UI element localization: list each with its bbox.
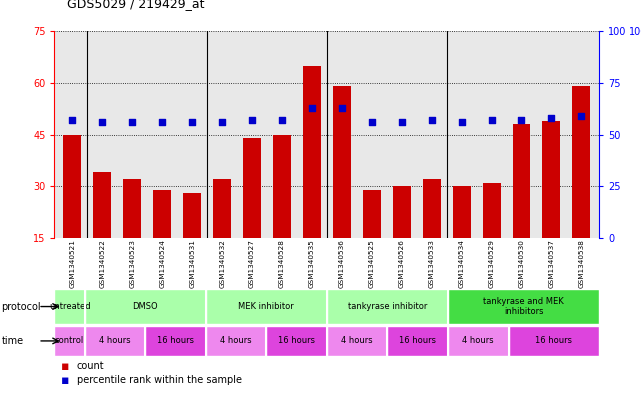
- Point: [157, 119, 167, 125]
- Bar: [572, 86, 590, 238]
- Point: [187, 119, 197, 125]
- Bar: [508, 326, 599, 356]
- Point: [367, 119, 377, 125]
- Text: count: count: [77, 362, 104, 371]
- Text: 16 hours: 16 hours: [399, 336, 437, 345]
- Y-axis label: 100%: 100%: [629, 27, 641, 37]
- Bar: [206, 289, 327, 324]
- Bar: [303, 66, 321, 238]
- Bar: [63, 134, 81, 238]
- Bar: [363, 189, 381, 238]
- Bar: [153, 189, 171, 238]
- Bar: [513, 124, 531, 238]
- Bar: [422, 179, 440, 238]
- Bar: [183, 193, 201, 238]
- Bar: [243, 138, 261, 238]
- Text: MEK inhibitor: MEK inhibitor: [238, 302, 294, 311]
- Bar: [54, 289, 85, 324]
- Bar: [333, 86, 351, 238]
- Point: [397, 119, 407, 125]
- Text: 4 hours: 4 hours: [221, 336, 252, 345]
- Point: [97, 119, 108, 125]
- Point: [517, 117, 527, 123]
- Bar: [273, 134, 291, 238]
- Bar: [448, 289, 599, 324]
- Point: [456, 119, 467, 125]
- Bar: [327, 326, 387, 356]
- Bar: [94, 173, 112, 238]
- Bar: [123, 179, 141, 238]
- Text: ▪: ▪: [61, 374, 69, 387]
- Point: [546, 115, 556, 121]
- Bar: [483, 183, 501, 238]
- Text: ▪: ▪: [61, 360, 69, 373]
- Text: tankyrase inhibitor: tankyrase inhibitor: [348, 302, 427, 311]
- Bar: [393, 186, 411, 238]
- Bar: [206, 326, 267, 356]
- Point: [247, 117, 257, 123]
- Text: GDS5029 / 219429_at: GDS5029 / 219429_at: [67, 0, 205, 10]
- Bar: [146, 326, 206, 356]
- Bar: [85, 289, 206, 324]
- Point: [67, 117, 78, 123]
- Text: 16 hours: 16 hours: [535, 336, 572, 345]
- Bar: [267, 326, 327, 356]
- Text: DMSO: DMSO: [133, 302, 158, 311]
- Bar: [448, 326, 508, 356]
- Point: [217, 119, 228, 125]
- Point: [487, 117, 497, 123]
- Text: protocol: protocol: [1, 301, 41, 312]
- Text: control: control: [55, 336, 84, 345]
- Point: [307, 105, 317, 111]
- Bar: [213, 179, 231, 238]
- Text: 4 hours: 4 hours: [99, 336, 131, 345]
- Text: percentile rank within the sample: percentile rank within the sample: [77, 375, 242, 385]
- Text: 16 hours: 16 hours: [157, 336, 194, 345]
- Point: [576, 113, 587, 119]
- Text: tankyrase and MEK
inhibitors: tankyrase and MEK inhibitors: [483, 297, 564, 316]
- Text: time: time: [1, 336, 24, 346]
- Bar: [387, 326, 448, 356]
- Point: [277, 117, 287, 123]
- Text: untreated: untreated: [49, 302, 90, 311]
- Bar: [54, 326, 85, 356]
- Text: 16 hours: 16 hours: [278, 336, 315, 345]
- Text: 4 hours: 4 hours: [342, 336, 373, 345]
- Point: [337, 105, 347, 111]
- Text: 4 hours: 4 hours: [462, 336, 494, 345]
- Point: [127, 119, 137, 125]
- Point: [426, 117, 437, 123]
- Bar: [453, 186, 470, 238]
- Bar: [327, 289, 448, 324]
- Bar: [542, 121, 560, 238]
- Bar: [85, 326, 146, 356]
